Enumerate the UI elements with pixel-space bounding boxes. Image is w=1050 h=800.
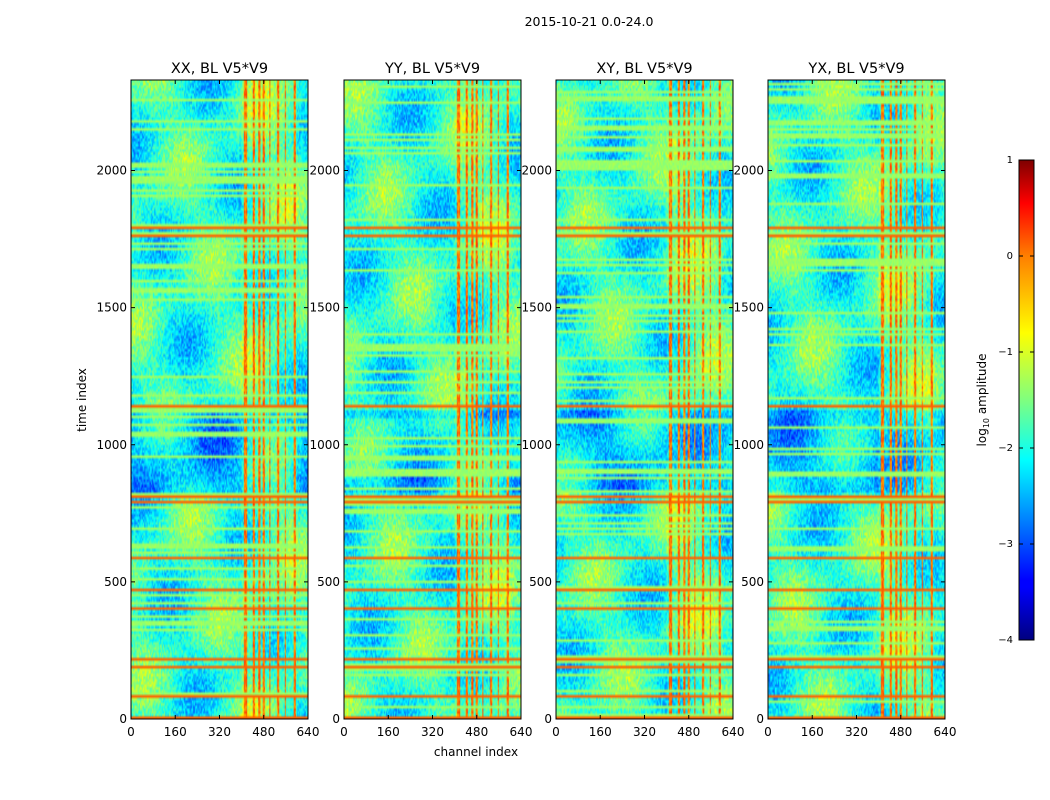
- x-tick-label: 0: [552, 725, 560, 739]
- y-tick-label: 1500: [733, 301, 764, 315]
- x-tick-label: 480: [677, 725, 700, 739]
- colorbar-gradient: [1018, 159, 1035, 641]
- x-tick-label: 160: [377, 725, 400, 739]
- x-tick-label: 480: [465, 725, 488, 739]
- colorbar-tick-label: −2: [998, 443, 1013, 454]
- panel-title: YX, BL V5*V9: [807, 61, 904, 77]
- y-axis-label: time index: [75, 368, 89, 432]
- x-tick-label: 320: [633, 725, 656, 739]
- x-tick-label: 160: [164, 725, 187, 739]
- y-tick-label: 500: [317, 575, 340, 589]
- heatmap-image: [768, 80, 945, 719]
- x-tick-label: 0: [340, 725, 348, 739]
- x-tick-label: 640: [934, 725, 957, 739]
- y-tick-label: 0: [332, 712, 340, 726]
- x-tick-label: 320: [208, 725, 231, 739]
- colorbar-tick-label: 1: [1007, 155, 1013, 166]
- colorbar-tick-label: −4: [998, 635, 1013, 646]
- y-tick-label: 1000: [521, 438, 552, 452]
- figure-suptitle: 2015-10-21 0.0-24.0: [525, 14, 654, 29]
- colorbar-tick-label: −1: [998, 347, 1013, 358]
- heatmap-panel: XX, BL V5*V9 0 160 320 480 640 0 500 1000 1500 200…: [96, 61, 319, 739]
- y-tick-label: 1000: [733, 438, 764, 452]
- y-tick-label: 0: [544, 712, 552, 726]
- x-tick-label: 480: [252, 725, 275, 739]
- y-tick-label: 500: [104, 575, 127, 589]
- x-tick-label: 160: [801, 725, 824, 739]
- x-tick-label: 640: [722, 725, 745, 739]
- y-tick-label: 2000: [96, 164, 127, 178]
- y-tick-label: 1000: [96, 438, 127, 452]
- y-tick-label: 1500: [96, 301, 127, 315]
- y-tick-label: 500: [741, 575, 764, 589]
- x-tick-label: 480: [889, 725, 912, 739]
- y-tick-label: 1500: [521, 301, 552, 315]
- colorbar-tick-label: 0: [1007, 251, 1013, 262]
- y-tick-label: 1000: [309, 438, 340, 452]
- heatmap-image: [131, 80, 308, 719]
- heatmap-panel: XY, BL V5*V9 0 160 320 480 640 0 500 1000 1500 200…: [521, 61, 744, 739]
- panel-title: YY, BL V5*V9: [384, 61, 480, 77]
- x-tick-label: 320: [421, 725, 444, 739]
- y-tick-label: 2000: [309, 164, 340, 178]
- y-tick-label: 0: [119, 712, 127, 726]
- colorbar-tick-label: −3: [998, 539, 1013, 550]
- heatmap-image: [344, 80, 521, 719]
- x-tick-label: 320: [845, 725, 868, 739]
- heatmap-panels: XX, BL V5*V9 0 160 320 480 640 0 500 1000 1500 200…: [96, 61, 956, 739]
- y-tick-label: 2000: [733, 164, 764, 178]
- x-tick-label: 0: [127, 725, 135, 739]
- x-axis-label: channel index: [434, 745, 518, 759]
- y-tick-label: 500: [529, 575, 552, 589]
- y-tick-label: 0: [756, 712, 764, 726]
- y-tick-label: 1500: [309, 301, 340, 315]
- heatmap-image: [556, 80, 733, 719]
- x-tick-label: 640: [297, 725, 320, 739]
- x-tick-label: 160: [589, 725, 612, 739]
- panel-title: XX, BL V5*V9: [171, 61, 268, 77]
- colorbar: log10 amplitude 1 0 −1 −2 −3 −4: [975, 155, 1035, 646]
- y-tick-label: 2000: [521, 164, 552, 178]
- x-tick-label: 0: [764, 725, 772, 739]
- x-tick-label: 640: [510, 725, 533, 739]
- heatmap-panel: YX, BL V5*V9 0 160 320 480 640 0 500 1000 1500 200…: [733, 61, 956, 739]
- panel-title: XY, BL V5*V9: [596, 61, 692, 77]
- heatmap-panel: YY, BL V5*V9 0 160 320 480 640 0 500 1000 1500 200…: [309, 61, 532, 739]
- colorbar-label: log10 amplitude: [975, 354, 991, 447]
